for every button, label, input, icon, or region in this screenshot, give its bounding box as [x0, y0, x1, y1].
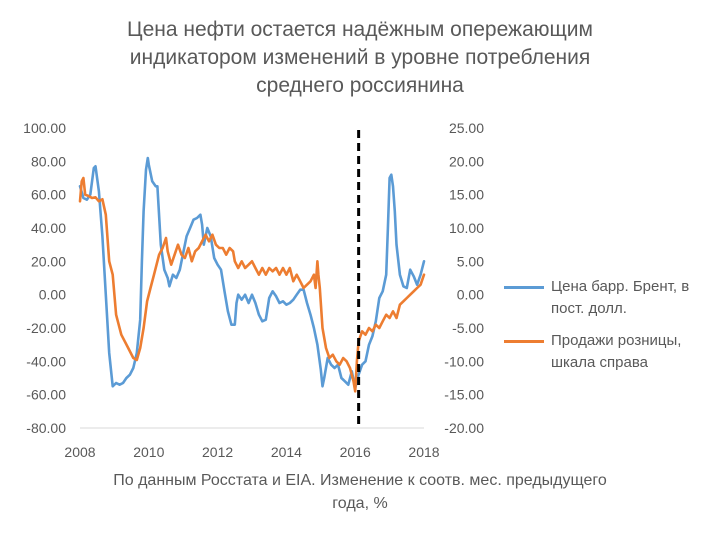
- right-tick-label: 25.00: [449, 120, 484, 136]
- left-tick-label: 40.00: [31, 220, 66, 236]
- legend-label-retail: Продажи розницы, шкала справа: [551, 332, 682, 371]
- chart-title-line-3: среднего россиянина: [256, 74, 464, 97]
- right-tick-label: -5.00: [452, 320, 484, 336]
- x-tick-label: 2012: [202, 444, 233, 460]
- right-axis-ticks: 25.00 20.00 15.00 10.00 5.00 0.00 -5.00 -10.00 -…: [444, 120, 484, 436]
- x-tick-label: 2014: [271, 444, 302, 460]
- left-axis-ticks: 100.00 80.00 60.00 40.00 20.00 0.00 -20.00 -40.…: [23, 120, 66, 436]
- left-tick-label: 100.00: [23, 120, 66, 136]
- x-tick-label: 2016: [340, 444, 371, 460]
- left-tick-label: 0.00: [39, 287, 66, 303]
- chart-title: Цена нефти остается надёжным опережающим…: [0, 16, 720, 100]
- chart-title-line-1: Цена нефти остается надёжным опережающим: [127, 18, 593, 41]
- series-line-brent: [78, 156, 426, 390]
- left-tick-label: -60.00: [26, 387, 66, 403]
- right-tick-label: -20.00: [444, 420, 484, 436]
- chart-title-line-2: индикатором изменений в уровне потреблен…: [129, 46, 591, 69]
- left-tick-label: 60.00: [31, 187, 66, 203]
- chart-caption: По данным Росстата и EIA. Изменение к со…: [60, 469, 660, 515]
- caption-line-2: года, %: [332, 495, 388, 512]
- series-layer: [78, 156, 426, 393]
- right-tick-label: 0.00: [457, 287, 484, 303]
- right-tick-label: 5.00: [457, 253, 484, 269]
- legend-swatch-brent: [504, 286, 544, 289]
- x-tick-label: 2010: [133, 444, 164, 460]
- left-tick-label: -80.00: [26, 420, 66, 436]
- x-axis-ticks: 2008 2010 2012 2014 2016 2018: [64, 444, 439, 460]
- legend-label-brent: Цена барр. Брент, в пост. долл.: [551, 278, 690, 317]
- right-tick-label: 20.00: [449, 153, 484, 169]
- right-tick-label: -15.00: [444, 387, 484, 403]
- right-tick-label: 10.00: [449, 220, 484, 236]
- x-tick-label: 2008: [64, 444, 95, 460]
- caption-line-1: По данным Росстата и EIA. Изменение к со…: [113, 472, 607, 489]
- left-tick-label: -20.00: [26, 320, 66, 336]
- left-tick-label: 80.00: [31, 153, 66, 169]
- left-tick-label: -40.00: [26, 353, 66, 369]
- series-line-retail: [78, 176, 426, 393]
- x-tick-label: 2018: [408, 444, 439, 460]
- right-tick-label: 15.00: [449, 187, 484, 203]
- left-tick-label: 20.00: [31, 253, 66, 269]
- legend-swatch-retail: [504, 340, 544, 343]
- right-tick-label: -10.00: [444, 353, 484, 369]
